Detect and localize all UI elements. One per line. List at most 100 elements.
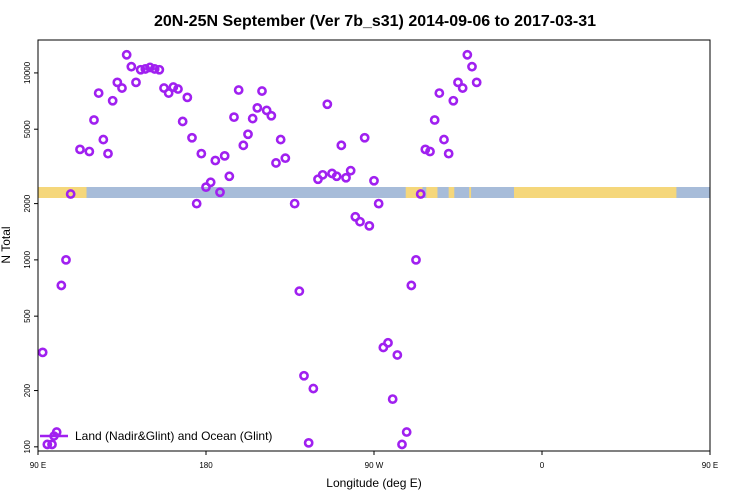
data-point [196, 148, 207, 159]
data-point [233, 85, 244, 95]
data-point [280, 153, 291, 164]
data-point [271, 158, 281, 168]
data-point [439, 134, 449, 145]
data-point [56, 280, 67, 291]
data-point [383, 337, 393, 348]
data-point [98, 134, 109, 145]
data-point [425, 146, 435, 157]
data-point [135, 64, 146, 75]
land-segment [448, 187, 455, 198]
x-tick-label: 0 [540, 461, 545, 470]
data-point [359, 132, 370, 143]
legend: Land (Nadir&Glint) and Ocean (Glint) [40, 429, 272, 443]
data-point [411, 254, 421, 265]
x-axis-label: Longitude (deg E) [326, 476, 421, 490]
data-point [145, 62, 155, 73]
data-point [308, 383, 319, 394]
data-point [322, 99, 333, 110]
data-point [182, 92, 193, 103]
data-point [205, 177, 216, 188]
data-point [238, 140, 249, 151]
data-point [373, 198, 384, 209]
data-point [406, 280, 417, 291]
data-point [247, 113, 258, 124]
data-point [168, 82, 179, 92]
data-point [84, 146, 95, 157]
data-point [243, 129, 253, 140]
y-tick-label: 2000 [23, 194, 32, 212]
y-axis-label: N Total [0, 226, 13, 263]
data-point [107, 95, 118, 106]
data-point [173, 84, 183, 94]
data-point [443, 148, 454, 159]
data-point [467, 61, 477, 72]
data-point [434, 88, 445, 98]
data-point [331, 171, 342, 182]
land-segment [38, 187, 87, 198]
data-point [453, 77, 463, 88]
data-point [215, 187, 225, 198]
chart-title: 20N-25N September (Ver 7b_s31) 2014-09-0… [154, 13, 596, 30]
data-point [392, 350, 403, 360]
data-point [121, 49, 132, 60]
data-points [37, 49, 482, 450]
data-point [289, 198, 300, 209]
data-point [117, 83, 127, 93]
data-point [471, 77, 482, 88]
y-tick-label: 10000 [23, 61, 32, 84]
data-point [177, 116, 188, 127]
data-point [303, 437, 314, 448]
land-segment [469, 187, 472, 198]
plot-frame [37, 39, 711, 452]
data-point [266, 110, 277, 121]
data-point [387, 394, 398, 405]
legend-label: Land (Nadir&Glint) and Ocean (Glint) [75, 429, 272, 443]
y-tick-label: 5000 [23, 120, 32, 138]
x-tick-label: 90 W [365, 461, 384, 470]
data-point [415, 189, 426, 199]
data-point [75, 144, 85, 155]
data-point [154, 64, 165, 75]
land-segment [426, 187, 438, 198]
data-point [47, 439, 57, 450]
x-tick-label: 90 E [702, 461, 718, 470]
x-tick-label: 180 [199, 461, 213, 470]
data-point [462, 49, 473, 60]
data-point [210, 155, 221, 166]
data-point [187, 132, 197, 143]
data-point [355, 216, 365, 227]
data-point [103, 148, 113, 159]
data-point [229, 112, 239, 123]
data-point [317, 169, 328, 180]
data-point [149, 64, 160, 74]
data-point [163, 88, 174, 98]
data-point [261, 105, 272, 116]
axes: 90 E 180 90 W 0 90 E 100 200 500 1000 2000 5000 100… [23, 61, 718, 470]
data-point [252, 102, 263, 113]
data-point [61, 254, 71, 265]
data-point [131, 77, 141, 88]
y-tick-label: 100 [23, 440, 32, 454]
data-point [65, 189, 76, 199]
data-point [191, 198, 202, 209]
data-point [42, 439, 53, 450]
data-point [336, 140, 347, 151]
data-point [397, 439, 407, 450]
data-point [341, 172, 351, 183]
land-segment [514, 187, 677, 198]
x-tick-label: 90 E [30, 461, 46, 470]
legend-marker [49, 431, 59, 441]
data-point [93, 88, 104, 98]
land-ocean-mask [38, 187, 710, 198]
data-point [401, 427, 412, 437]
data-point [294, 286, 305, 297]
data-point [364, 220, 375, 231]
data-point [345, 165, 356, 176]
y-tick-label: 500 [23, 309, 32, 323]
data-point [89, 115, 99, 125]
data-point [219, 150, 230, 161]
land-segment [405, 187, 423, 198]
y-tick-label: 200 [23, 383, 32, 397]
